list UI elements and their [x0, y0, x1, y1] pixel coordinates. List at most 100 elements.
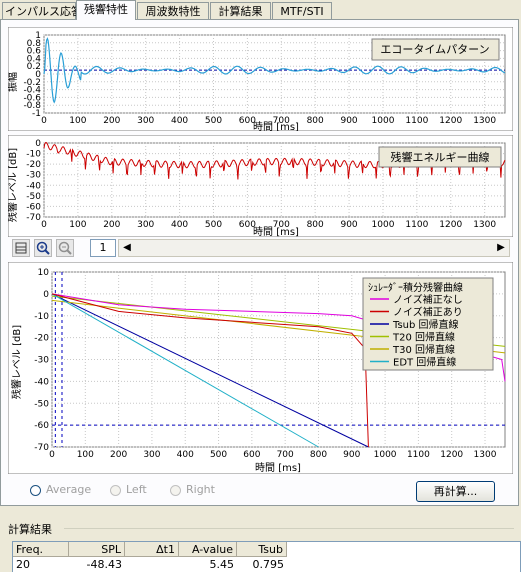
- x-tick-label: 300: [137, 116, 154, 126]
- x-tick-label: 100: [69, 116, 86, 126]
- table-cell-spl: -48.43: [86, 558, 122, 571]
- tab-bar: インパルス応答 残響特性 周波数特性 計算結果 MTF/STI: [0, 0, 521, 20]
- x-tick-label: 300: [137, 220, 154, 230]
- x-tick-label: 900: [340, 220, 357, 230]
- y-tick-label: -10: [34, 312, 49, 322]
- y-tick-label: -20: [26, 160, 41, 170]
- tab-impulse-response[interactable]: インパルス応答: [2, 2, 82, 19]
- tab-mtf-sti[interactable]: MTF/STI: [272, 2, 332, 19]
- x-tick-label: 1000: [374, 450, 397, 460]
- x-tick-label: 600: [239, 220, 256, 230]
- y-tick-label: 10: [38, 268, 50, 278]
- schroeder-decay-chart: 100-10-20-30-40-50-60-70 0 100 200 300 400 50…: [8, 262, 513, 474]
- zoom-in-button[interactable]: [34, 239, 52, 257]
- x-tick-label: 500: [205, 116, 222, 126]
- scroll-left-icon[interactable]: ◀: [123, 242, 131, 253]
- y-tick-label: -10: [26, 150, 41, 160]
- energy-legend-box: [378, 146, 502, 168]
- y-tick-label: -70: [26, 213, 41, 223]
- decay-series-line: [51, 293, 369, 448]
- y-tick-label: 0.8: [27, 39, 42, 49]
- x-tick-label: 400: [177, 450, 194, 460]
- x-tick-label: 1300: [473, 220, 496, 230]
- y-tick-label: -60: [26, 202, 41, 212]
- x-tick-label: 400: [171, 220, 188, 230]
- x-tick-label: 200: [103, 220, 120, 230]
- legend-entry: ノイズ補正あり: [393, 306, 463, 319]
- energy-xlabel: 時間 [ms]: [253, 226, 299, 237]
- x-tick-label: 100: [69, 220, 86, 230]
- y-tick-label: 0.2: [27, 62, 41, 72]
- x-tick-label: 1300: [473, 116, 496, 126]
- legend-entry: T20 回帰直線: [392, 331, 455, 344]
- y-tick-label: 0: [35, 139, 41, 149]
- x-tick-label: 900: [340, 116, 357, 126]
- x-tick-label: 900: [343, 450, 360, 460]
- tab-frequency[interactable]: 周波数特性: [137, 2, 209, 19]
- horizontal-scrollbar[interactable]: ◀ ▶: [118, 239, 510, 257]
- x-tick-label: 500: [210, 450, 227, 460]
- x-tick-label: 1000: [372, 220, 395, 230]
- energy-curve-chart: 0-10-20-30-40-50-60-70 0 100 200 300 400 500 6…: [8, 135, 513, 237]
- list-icon: [15, 242, 27, 254]
- x-tick-label: 0: [41, 220, 47, 230]
- tab-results[interactable]: 計算結果: [210, 2, 271, 19]
- decay-legend-title: ｼｭﾚｰﾀﾞｰ積分残響曲線: [368, 281, 463, 294]
- decay-xlabel: 時間 [ms]: [255, 462, 301, 474]
- page-number-box[interactable]: 1: [90, 239, 116, 257]
- tab-reverberation[interactable]: 残響特性: [76, 0, 136, 20]
- x-tick-label: 1200: [439, 116, 462, 126]
- scroll-right-icon[interactable]: ▶: [497, 242, 505, 253]
- legend-entry: ノイズ補正なし: [393, 293, 463, 306]
- list-button[interactable]: [12, 239, 30, 257]
- x-tick-label: 200: [110, 450, 127, 460]
- x-tick-label: 100: [77, 450, 94, 460]
- echo-legend-box: [371, 38, 500, 61]
- x-tick-label: 800: [310, 450, 327, 460]
- x-tick-label: 600: [239, 116, 256, 126]
- echo-time-chart: 10.80.60.40.20-0.2-0.4-0.6-0.8-1 0 100 200…: [8, 27, 513, 131]
- column-header-dt1: Δt1: [125, 542, 179, 557]
- y-tick-label: -0.4: [23, 86, 41, 96]
- recalculate-button[interactable]: 再計算...: [416, 481, 495, 502]
- radio-average[interactable]: Average: [30, 483, 91, 496]
- x-tick-label: 600: [243, 450, 260, 460]
- y-tick-label: -0.8: [23, 101, 41, 111]
- x-tick-label: 0: [49, 450, 55, 460]
- radio-left-label: Left: [126, 483, 147, 496]
- y-tick-label: 0.4: [27, 54, 42, 64]
- x-tick-label: 300: [143, 450, 160, 460]
- x-tick-label: 1000: [372, 116, 395, 126]
- x-tick-label: 700: [273, 220, 290, 230]
- x-tick-label: 700: [277, 450, 294, 460]
- radio-circle-icon: [170, 484, 181, 496]
- y-tick-label: -40: [34, 377, 49, 387]
- results-table: Freq. SPL Δt1 A-value Tsub 20 -48.43 5.4…: [12, 541, 521, 572]
- x-tick-label: 700: [273, 116, 290, 126]
- column-header-freq: Freq.: [13, 542, 69, 557]
- table-cell-avalue: 5.45: [209, 558, 235, 571]
- echo-xlabel: 時間 [ms]: [253, 121, 299, 131]
- radio-average-label: Average: [46, 483, 92, 496]
- y-tick-label: -30: [26, 171, 41, 181]
- radio-right-label: Right: [186, 483, 215, 496]
- energy-legend: 残響エネルギー曲線: [391, 150, 490, 164]
- radio-right[interactable]: Right: [170, 483, 215, 496]
- echo-series-line: [43, 37, 506, 104]
- x-tick-label: 1100: [405, 220, 428, 230]
- x-tick-label: 1300: [474, 450, 497, 460]
- energy-ylabel: 残響レベル [dB]: [8, 148, 19, 222]
- zoom-in-icon: [36, 241, 50, 255]
- radio-left[interactable]: Left: [110, 483, 147, 496]
- x-tick-label: 800: [307, 220, 324, 230]
- table-cell-dt1: [125, 558, 179, 572]
- x-tick-label: 1200: [439, 220, 462, 230]
- x-tick-label: 500: [205, 220, 222, 230]
- zoom-out-icon: [58, 241, 72, 255]
- legend-entry: T30 回帰直線: [392, 343, 455, 356]
- radio-circle-icon: [110, 484, 121, 496]
- y-tick-label: -50: [34, 399, 49, 409]
- y-tick-label: -60: [34, 421, 49, 431]
- zoom-out-button[interactable]: [56, 239, 74, 257]
- x-tick-label: 0: [41, 116, 47, 126]
